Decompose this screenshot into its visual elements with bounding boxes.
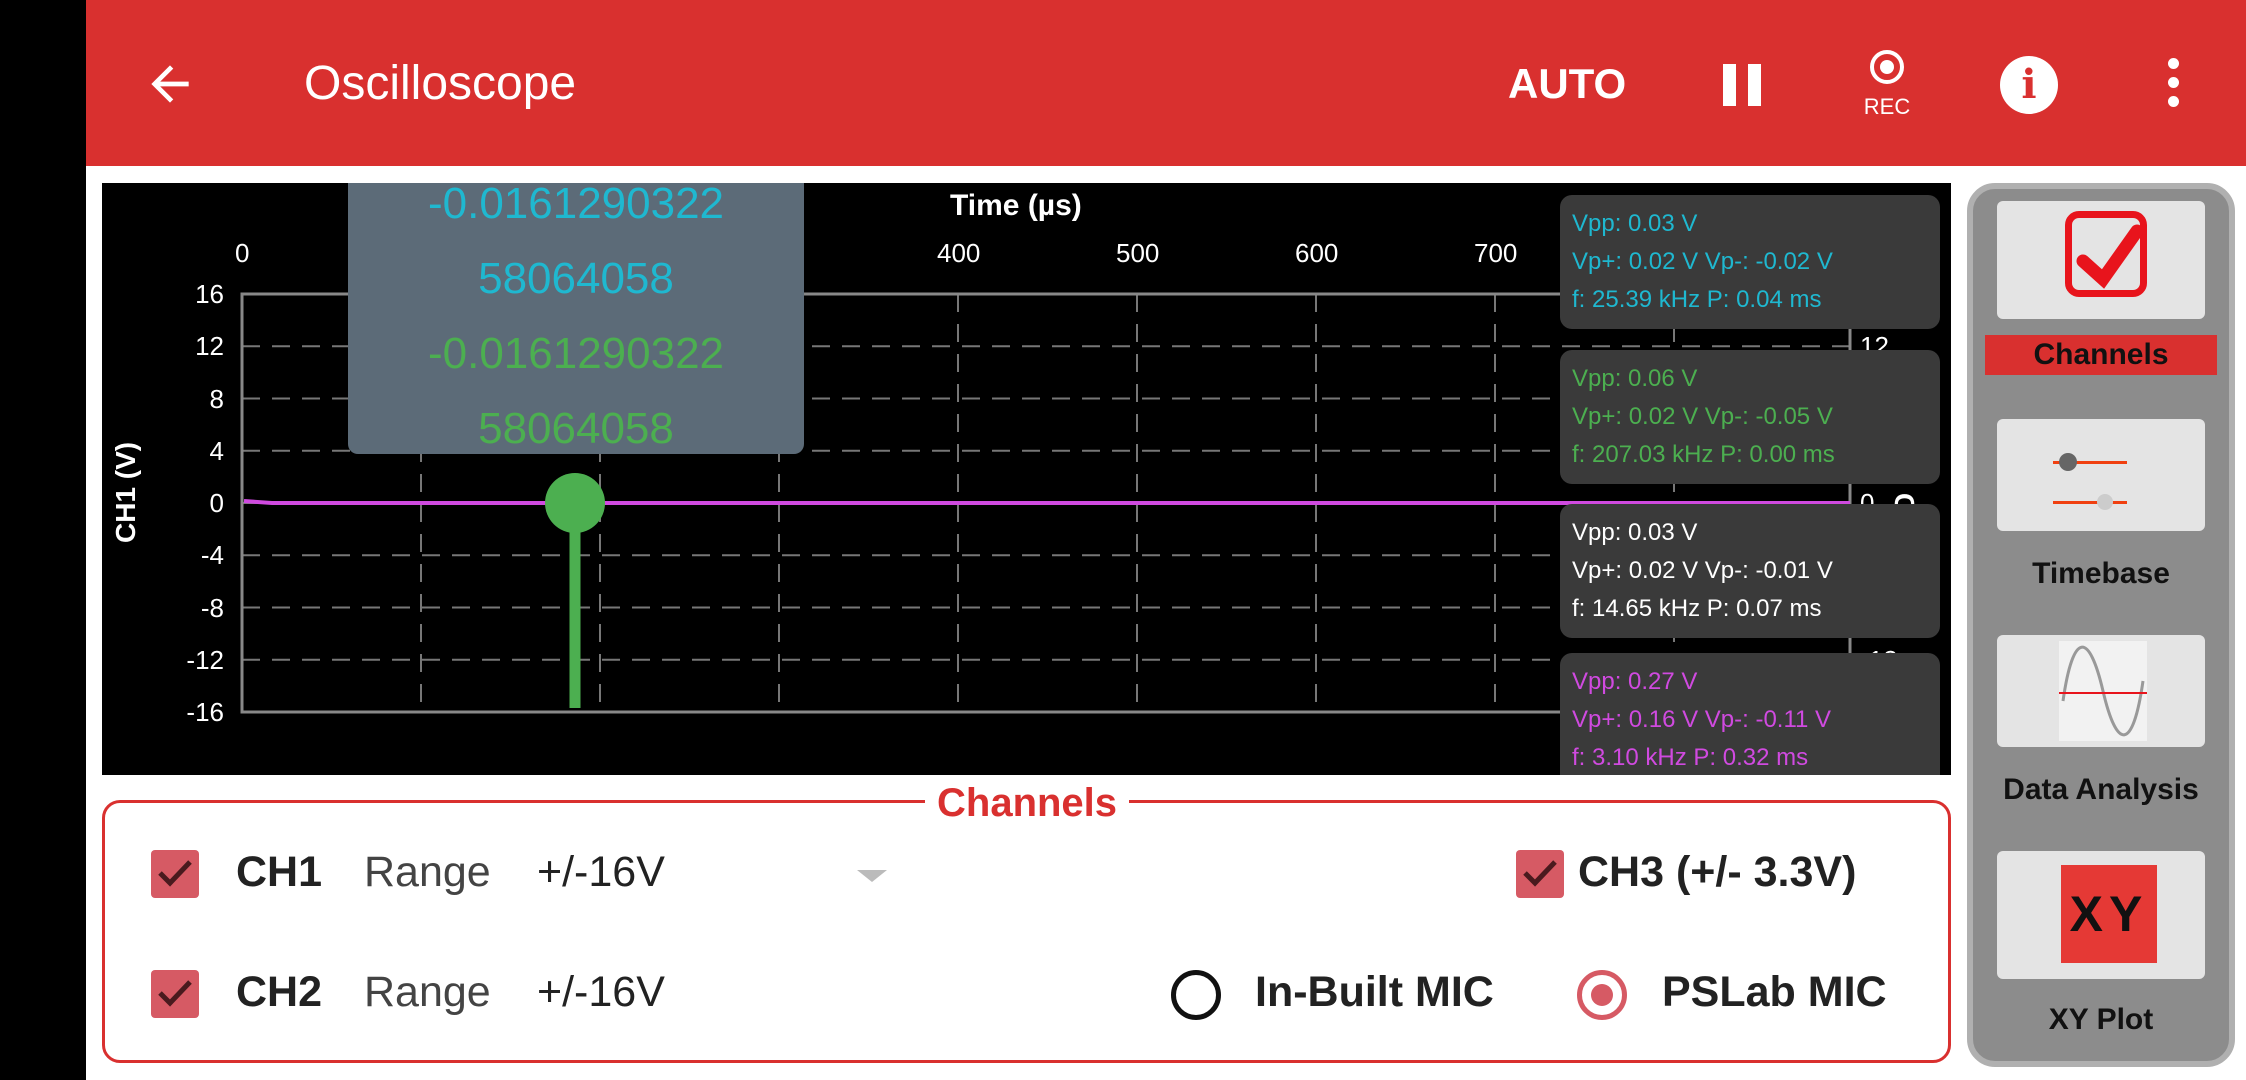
- sliders-icon: [1997, 419, 2205, 531]
- measurement-vp: Vp+: 0.02 V Vp-: -0.02 V: [1572, 248, 1833, 275]
- ch2-range-label: Range: [364, 968, 491, 1016]
- measurement-vpp: Vpp: 0.27 V: [1572, 668, 1698, 695]
- ch2-label: CH2: [236, 968, 323, 1016]
- measurement-box: Vpp: 0.03 V Vp+: 0.02 V Vp-: -0.02 V f: 25…: [1560, 195, 1940, 329]
- tooltip-ch1-value: -0.0161290322: [427, 183, 725, 228]
- back-arrow-icon[interactable]: [142, 56, 198, 112]
- cursor-marker: [545, 473, 605, 533]
- info-icon[interactable]: i: [2000, 56, 2058, 114]
- x-tick-label: 700: [1474, 238, 1518, 268]
- ch2-range-value: +/-16V: [537, 968, 665, 1016]
- y-tick-label: 16: [195, 279, 224, 309]
- record-icon: [1870, 50, 1904, 84]
- measurement-vpp: Vpp: 0.03 V: [1572, 210, 1698, 237]
- measurement-box: Vpp: 0.27 V Vp+: 0.16 V Vp-: -0.11 V f: 3.…: [1560, 653, 1940, 775]
- checkbox-icon: [1997, 201, 2205, 319]
- trigger-mode-button[interactable]: AUTO: [1508, 60, 1627, 107]
- ch1-label: CH1: [236, 848, 323, 896]
- x-tick-label: 500: [1116, 238, 1160, 268]
- y-tick-label: 12: [195, 331, 224, 362]
- y-tick-label: 0: [209, 488, 224, 518]
- page-title: Oscilloscope: [304, 57, 577, 110]
- measurement-vpp: Vpp: 0.06 V: [1572, 365, 1698, 392]
- measurement-box: Vpp: 0.06 V Vp+: 0.02 V Vp-: -0.05 V f: 20…: [1560, 350, 1940, 484]
- inbuilt-mic-label: In-Built MIC: [1255, 968, 1494, 1016]
- ch3-label: CH3 (+/- 3.3V): [1578, 848, 1857, 896]
- pause-button[interactable]: [1723, 64, 1761, 106]
- xy-plot-icon: XY: [1997, 851, 2205, 979]
- ch1-range-select[interactable]: +/-16V: [537, 848, 665, 896]
- measurement-vp: Vp+: 0.02 V Vp-: -0.05 V: [1572, 403, 1833, 430]
- sine-wave-icon: [1997, 635, 2205, 747]
- inbuilt-mic-radio[interactable]: [1171, 970, 1221, 1020]
- ch2-checkbox[interactable]: [151, 970, 199, 1018]
- oscilloscope-plot[interactable]: Time (µs) 00400500600700 1612840-4-8-12-…: [102, 183, 1951, 775]
- x-tick-label: 400: [937, 238, 981, 268]
- dropdown-arrow-icon[interactable]: [857, 870, 887, 882]
- measurement-f: f: 14.65 kHz P: 0.07 ms: [1572, 595, 1822, 622]
- tooltip-ch2-value: -0.0161290322: [427, 329, 725, 378]
- record-label: REC: [1863, 94, 1911, 119]
- sidebar-item-channels[interactable]: Channels: [1985, 189, 2217, 401]
- sidebar-item-xy-plot[interactable]: XY XY Plot: [1985, 839, 2217, 1059]
- measurement-f: f: 207.03 kHz P: 0.00 ms: [1572, 441, 1835, 468]
- more-options-icon[interactable]: [2168, 58, 2180, 107]
- y-axis-title: CH1 (V): [110, 441, 141, 543]
- sidebar-item-timebase[interactable]: Timebase: [1985, 407, 2217, 617]
- y-tick-label: -12: [186, 644, 224, 675]
- y-tick-label: -4: [200, 540, 224, 571]
- x-axis-title: Time (µs): [950, 189, 1082, 222]
- pause-icon: [1723, 64, 1736, 106]
- record-button[interactable]: REC: [1856, 50, 1916, 122]
- system-edge: [0, 0, 86, 1080]
- side-menu: Channels Timebase Data Analysis XY XY Pl…: [1967, 183, 2235, 1067]
- ch3-checkbox[interactable]: [1516, 850, 1564, 898]
- measurement-vp: Vp+: 0.16 V Vp-: -0.11 V: [1572, 706, 1832, 733]
- measurement-f: f: 25.39 kHz P: 0.04 ms: [1572, 286, 1822, 313]
- channels-panel: Channels CH1 Range +/-16V CH3 (+/- 3.3V)…: [102, 781, 1951, 1063]
- y-tick-label: -8: [200, 592, 224, 623]
- ch3-trace: [243, 499, 1850, 505]
- ch1-range-label: Range: [364, 848, 491, 896]
- measurement-box: Vpp: 0.03 V Vp+: 0.02 V Vp-: -0.01 V f: 14…: [1560, 504, 1940, 638]
- sidebar-item-data-analysis[interactable]: Data Analysis: [1985, 623, 2217, 833]
- cursor-value-tooltip: -0.0161290322 58064058 -0.0161290322 580…: [348, 183, 804, 454]
- panel-title: Channels: [925, 781, 1130, 826]
- measurement-f: f: 3.10 kHz P: 0.32 ms: [1572, 744, 1809, 771]
- ch1-checkbox[interactable]: [151, 850, 199, 898]
- plot-grid: [240, 292, 1852, 714]
- x-tick-label: 600: [1295, 238, 1339, 268]
- x-tick-label: 0: [235, 238, 250, 268]
- measurement-vpp: Vpp: 0.03 V: [1572, 519, 1698, 546]
- pslab-mic-radio[interactable]: [1577, 970, 1627, 1020]
- app-bar: Oscilloscope AUTO REC i: [86, 0, 2246, 166]
- y-tick-label: -16: [186, 697, 224, 727]
- measurement-vp: Vp+: 0.02 V Vp-: -0.01 V: [1572, 557, 1833, 584]
- y-tick-label: 8: [209, 383, 224, 414]
- pslab-mic-label: PSLab MIC: [1662, 968, 1887, 1016]
- y-tick-label: 4: [209, 435, 224, 466]
